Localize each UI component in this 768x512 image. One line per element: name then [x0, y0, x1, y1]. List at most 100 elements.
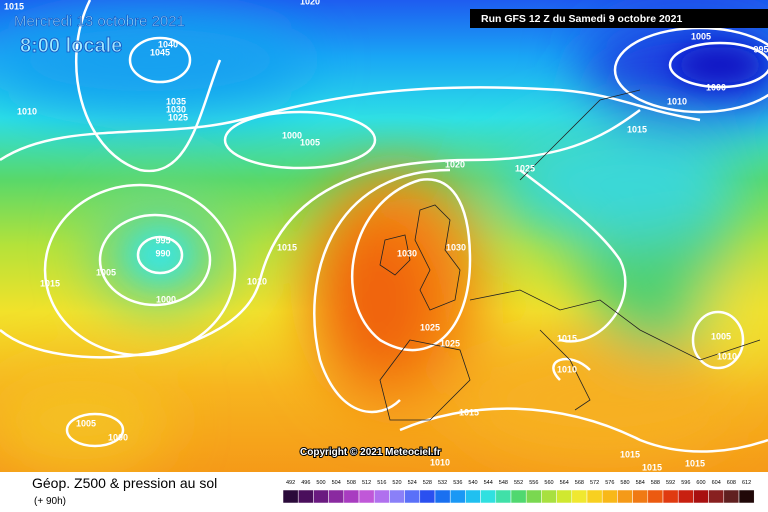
scale-swatch	[601, 489, 618, 504]
isobar-label: 1005	[76, 418, 96, 428]
isobar-label: 1030	[446, 242, 466, 252]
scale-swatch	[662, 489, 679, 504]
isobar-label: 1025	[515, 163, 535, 173]
isobar-label: 1035	[166, 96, 186, 106]
scale-swatch	[693, 489, 709, 504]
scale-label: 560	[544, 480, 553, 486]
scale-label: 516	[377, 480, 386, 486]
scale-label: 528	[423, 480, 432, 486]
isobar-label: 1000	[108, 432, 128, 442]
scale-label: 612	[742, 480, 751, 486]
scale-label: 556	[529, 480, 538, 486]
isobar-label: 1015	[620, 449, 640, 459]
scale-label: 492	[286, 480, 295, 486]
scale-swatch	[343, 489, 360, 504]
scale-swatch	[541, 489, 557, 504]
isobar-label: 1025	[168, 112, 188, 122]
scale-swatch	[632, 489, 649, 504]
isobar-label: 1000	[156, 294, 176, 304]
scale-swatch	[647, 489, 664, 504]
isobar-label: 1010	[17, 106, 37, 116]
isobar-label: 1030	[397, 248, 417, 258]
isobar-label: 1005	[300, 137, 320, 147]
field	[0, 0, 768, 472]
isobar-label: 1015	[459, 407, 479, 417]
scale-swatch	[297, 489, 314, 504]
coastlines	[379, 89, 761, 421]
isobars	[0, 0, 768, 452]
scale-label: 588	[651, 480, 660, 486]
scale-swatch	[586, 489, 603, 504]
scale-swatch	[404, 489, 421, 504]
scale-label: 604	[712, 480, 721, 486]
scale-label: 496	[301, 480, 310, 486]
scale-swatch	[389, 489, 405, 504]
isobar-label: 1025	[420, 322, 440, 332]
isobar-label: 1000	[282, 130, 302, 140]
isobar-label: 1015	[277, 242, 297, 252]
scale-label: 504	[332, 480, 341, 486]
isobar-label: 1015	[40, 278, 60, 288]
scale-label: 584	[636, 480, 645, 486]
scale-swatch	[434, 489, 451, 504]
scale-swatch	[449, 489, 466, 504]
scale-label: 600	[696, 480, 705, 486]
scale-swatch	[708, 489, 725, 504]
scale-label: 500	[316, 480, 325, 486]
scale-swatch	[556, 489, 573, 504]
scale-swatch	[480, 489, 497, 504]
isobar-label: 1010	[557, 364, 577, 374]
copyright: Copyright © 2021 Meteociel.fr	[300, 447, 441, 458]
isobar-label: 1020	[300, 0, 320, 6]
time: 8:00 locale	[20, 35, 122, 57]
isobar-label: 1010	[717, 351, 737, 361]
scale-swatch	[617, 489, 633, 504]
isobar-label: 1040	[158, 39, 178, 49]
isobar-label: 1015	[642, 462, 662, 472]
scale-label: 608	[727, 480, 736, 486]
isobar-label: 995	[155, 235, 170, 245]
scale-swatch	[313, 489, 329, 504]
scale-swatch	[328, 489, 345, 504]
footer-title: Géop. Z500 & pression au sol	[32, 475, 217, 491]
isobar-label: 990	[155, 248, 170, 258]
scale-swatch	[282, 489, 299, 504]
scale-label: 512	[362, 480, 371, 486]
isobar-label: 1045	[150, 47, 170, 57]
isobar-label: 1020	[445, 159, 465, 169]
run: Run GFS 12 Z du Samedi 9 octobre 2021	[481, 13, 682, 25]
scale-label: 592	[666, 480, 675, 486]
scale-label: 548	[499, 480, 508, 486]
isobar-label: 1005	[711, 331, 731, 341]
scale-swatch	[738, 489, 755, 504]
scale-label: 536	[453, 480, 462, 486]
isobar-label: 1010	[430, 457, 450, 467]
scale-swatch	[358, 489, 375, 504]
scale-label: 564	[560, 480, 569, 486]
isobar-label: 1005	[691, 31, 711, 41]
isobar-label: 1015	[4, 1, 24, 11]
scale-label: 568	[575, 480, 584, 486]
scale-swatch	[723, 489, 740, 504]
isobar-label: 995	[753, 44, 768, 54]
scale-swatch	[419, 489, 436, 504]
scale-label: 544	[484, 480, 493, 486]
footer-lead: (+ 90h)	[34, 496, 66, 507]
scale-swatch	[495, 489, 512, 504]
scale-label: 524	[408, 480, 417, 486]
scale-swatch	[525, 489, 542, 504]
scale-swatch	[465, 489, 481, 504]
scale-label: 572	[590, 480, 599, 486]
scale-label: 520	[392, 480, 401, 486]
scale-label: 552	[514, 480, 523, 486]
isobar-label: 1015	[627, 124, 647, 134]
isobar-label: 1015	[685, 458, 705, 468]
isobar-label: 1025	[440, 338, 460, 348]
scale-swatch	[510, 489, 527, 504]
isobar-label: 1010	[247, 276, 267, 286]
scale-swatch	[571, 489, 588, 504]
scale-label: 580	[620, 480, 629, 486]
scale-label: 540	[468, 480, 477, 486]
scale-label: 532	[438, 480, 447, 486]
